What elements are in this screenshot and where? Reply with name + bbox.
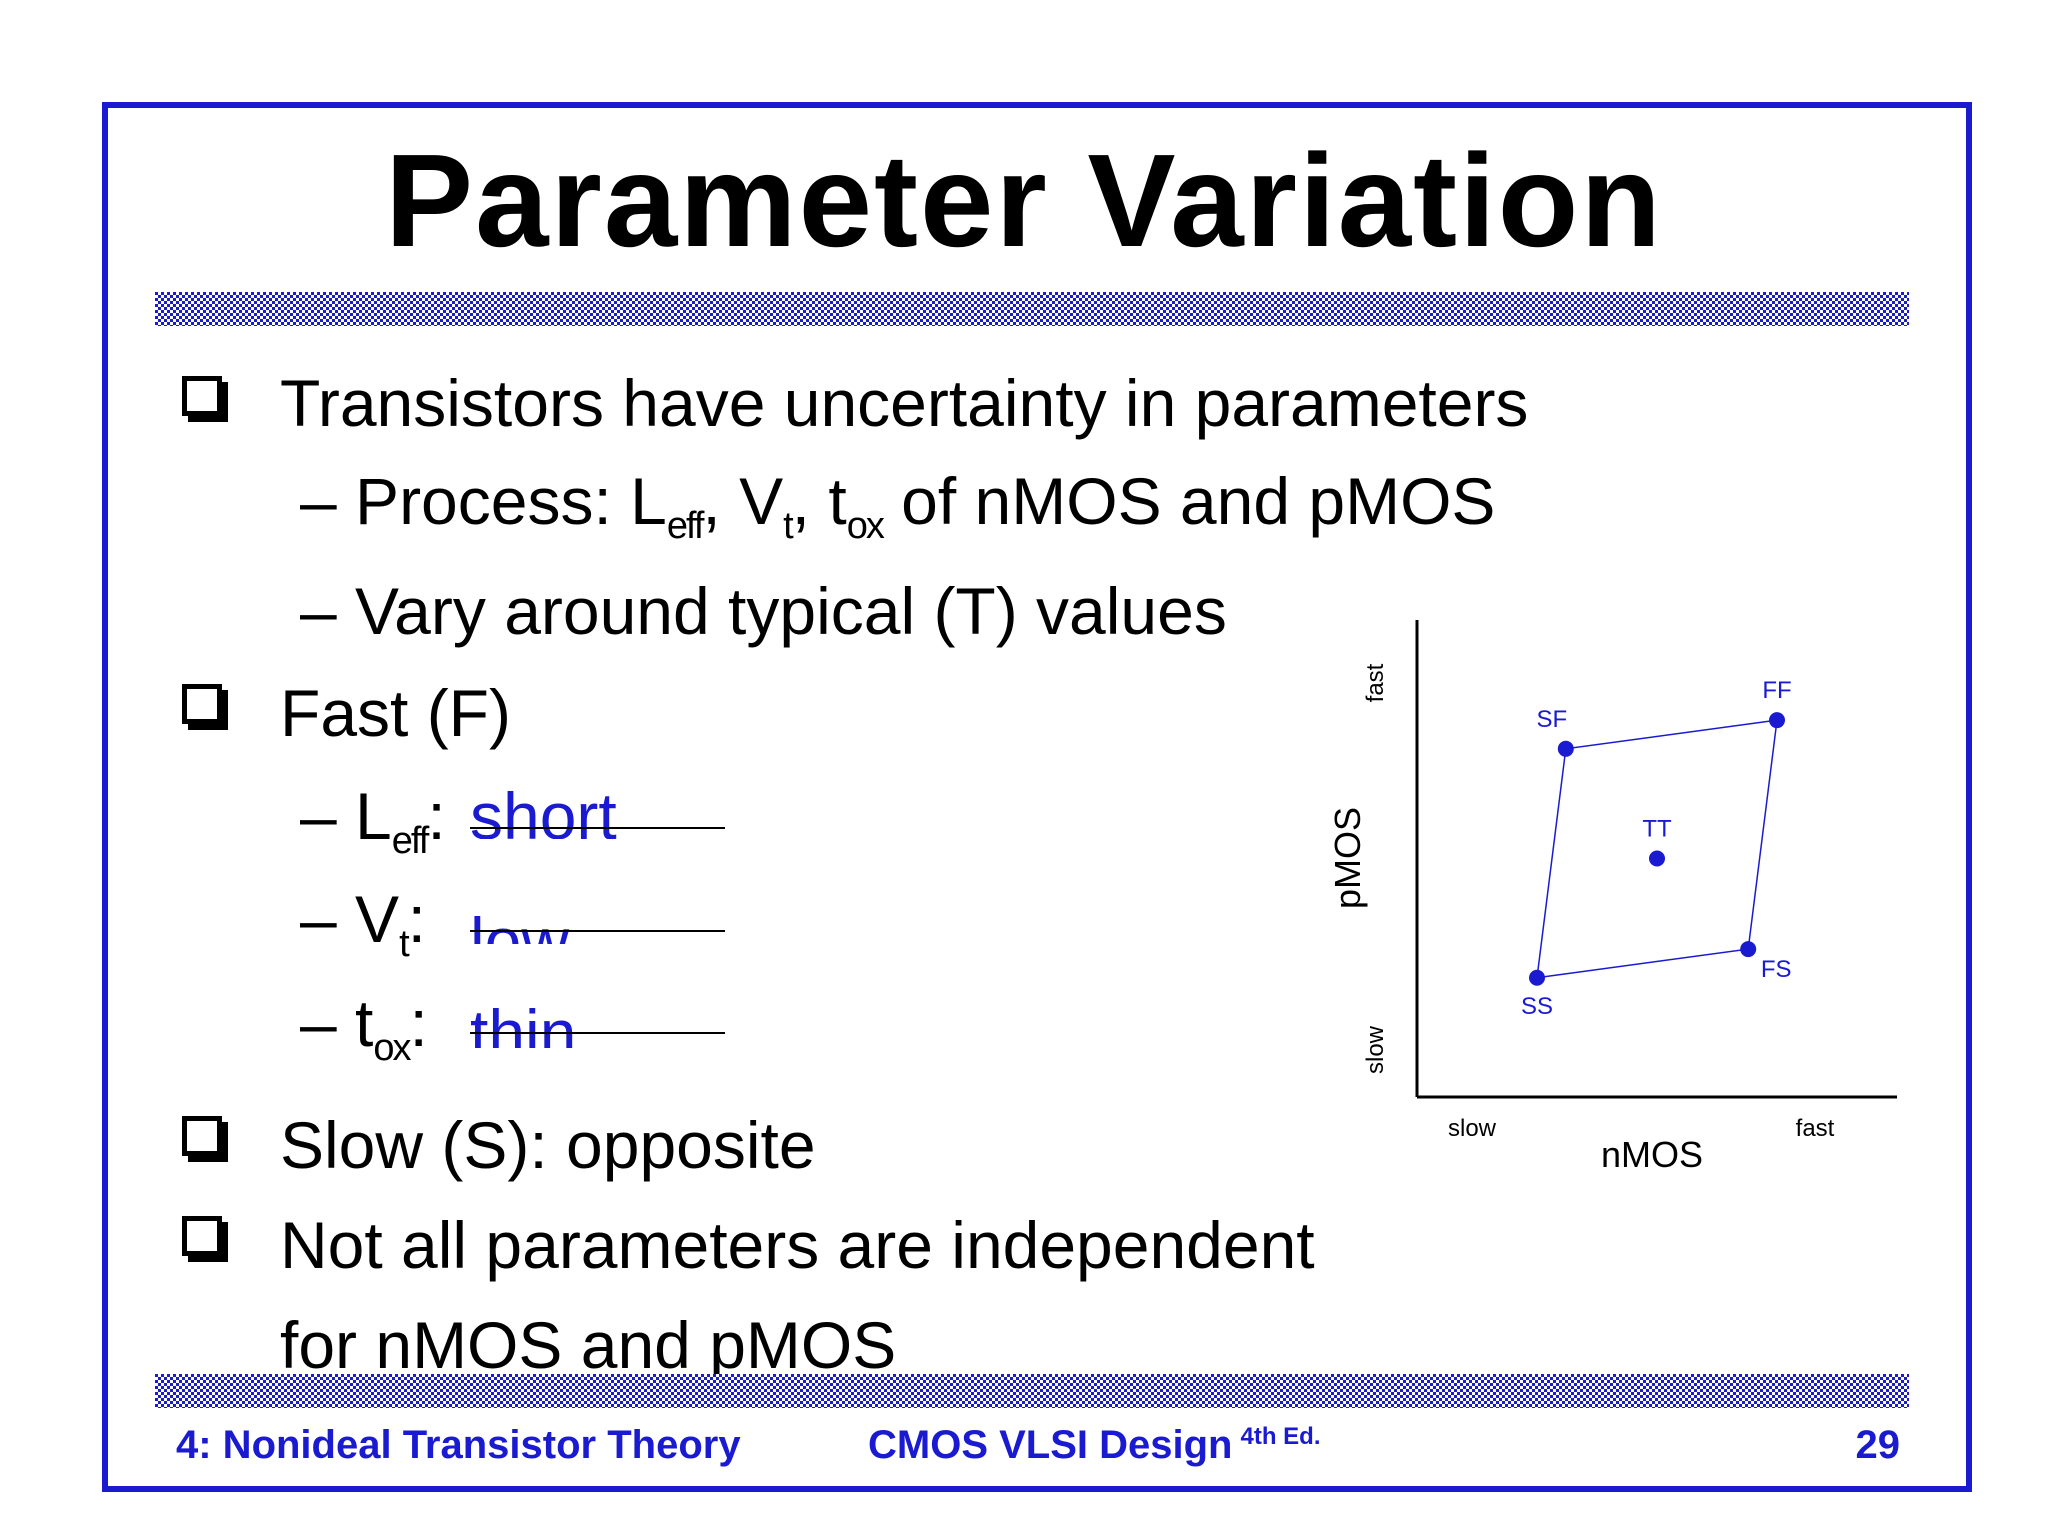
book-title: CMOS VLSI Design xyxy=(868,1423,1233,1467)
checkbox-bullet-icon xyxy=(182,1216,222,1256)
slide-title: Parameter Variation xyxy=(385,127,1663,274)
tox-subscript: ox xyxy=(373,1027,411,1069)
leff-answer-line xyxy=(470,827,725,829)
slide-frame xyxy=(102,102,1972,1492)
sub-bullet-tox: – tox: xyxy=(300,990,428,1067)
bullet-not-independent-cont: for nMOS and pMOS xyxy=(280,1308,897,1382)
footer-page-number: 29 xyxy=(1855,1423,1901,1467)
checkbox-bullet-icon xyxy=(182,1116,222,1156)
corner-point-ss xyxy=(1529,969,1545,986)
tox-prefix: – t xyxy=(300,986,374,1060)
leff-prefix: – L xyxy=(300,779,392,853)
process-vt: , V xyxy=(702,464,784,538)
corner-label-ff: FF xyxy=(1762,677,1791,704)
corner-point-fs xyxy=(1740,941,1757,958)
vt-colon: : xyxy=(407,882,426,956)
tox-value: thin xyxy=(470,996,577,1048)
corner-label-sf: SF xyxy=(1536,706,1567,733)
tox-subscript: ox xyxy=(846,505,885,547)
vt-subscript: t xyxy=(783,505,793,547)
process-tox: , t xyxy=(791,464,847,538)
tox-colon: : xyxy=(409,986,428,1060)
bullet-not-independent: Not all parameters are independent xyxy=(280,1208,1315,1282)
leff-value: short xyxy=(470,783,617,839)
checkbox-bullet-icon xyxy=(182,684,222,724)
vt-value-reveal: low xyxy=(470,888,730,944)
tox-answer-line xyxy=(470,1032,725,1034)
footer-divider xyxy=(155,1374,1909,1408)
sub-bullet-leff: – Leff: xyxy=(300,783,446,860)
vt-value: low xyxy=(470,904,570,944)
vt-answer-line xyxy=(470,930,725,932)
bullet-slow: Slow (S): opposite xyxy=(280,1108,816,1182)
process-suffix: of nMOS and pMOS xyxy=(882,464,1496,538)
sub-bullet-vary-typical: – Vary around typical (T) values xyxy=(300,574,1227,648)
process-prefix: – Process: L xyxy=(300,464,667,538)
vt-subscript: t xyxy=(399,923,409,965)
leff-colon: : xyxy=(427,779,446,853)
tox-value-reveal: thin xyxy=(470,992,730,1048)
corner-point-ff xyxy=(1769,712,1785,729)
sub-bullet-process: – Process: Leff, Vt, tox of nMOS and pMO… xyxy=(300,468,1495,545)
corner-label-ss: SS xyxy=(1521,993,1553,1020)
y-axis-label: pMOS xyxy=(1327,807,1368,909)
corner-boundary xyxy=(1536,719,1778,979)
x-tick-fast: fast xyxy=(1796,1115,1835,1142)
leff-value-reveal: short xyxy=(470,783,730,839)
leff-subscript: eff xyxy=(666,505,705,547)
vt-prefix: – V xyxy=(300,882,400,956)
sub-bullet-vt: – Vt: xyxy=(300,886,426,963)
checkbox-bullet-icon xyxy=(182,376,222,416)
edition-label: 4th Ed. xyxy=(1240,1423,1321,1450)
process-corner-chart: SS FS FF SF TT slow fast nMOS slow fast pMOS xyxy=(1327,620,1897,1175)
corner-point-tt xyxy=(1649,850,1665,867)
bullet-transistors-uncertainty: Transistors have uncertainty in paramete… xyxy=(280,366,1529,440)
y-tick-slow: slow xyxy=(1362,1025,1389,1074)
y-tick-fast: fast xyxy=(1362,663,1389,702)
bullet-fast: Fast (F) xyxy=(280,676,511,750)
x-tick-slow: slow xyxy=(1448,1115,1497,1142)
corner-label-tt: TT xyxy=(1642,816,1672,843)
corner-label-fs: FS xyxy=(1761,956,1792,983)
footer-chapter: 4: Nonideal Transistor Theory xyxy=(176,1423,741,1467)
footer-book-title: CMOS VLSI Design 4th Ed. xyxy=(868,1423,1321,1467)
title-divider xyxy=(155,292,1909,326)
leff-subscript: eff xyxy=(391,820,430,862)
x-axis-label: nMOS xyxy=(1601,1134,1703,1175)
corner-point-sf xyxy=(1557,740,1574,757)
